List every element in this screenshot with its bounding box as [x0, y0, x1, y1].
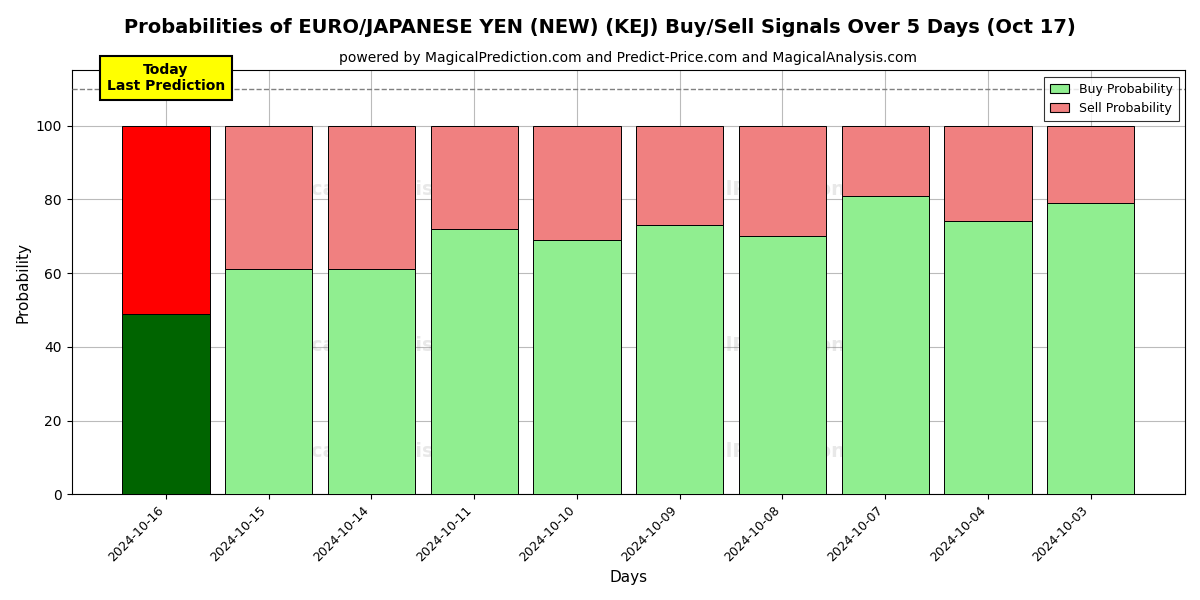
- Bar: [328, 269, 415, 494]
- Bar: [841, 125, 929, 196]
- Legend: Buy Probability, Sell Probability: Buy Probability, Sell Probability: [1044, 77, 1178, 121]
- Bar: [1048, 203, 1134, 494]
- Bar: [226, 125, 312, 269]
- Bar: [1048, 125, 1134, 203]
- Bar: [226, 269, 312, 494]
- X-axis label: Days: Days: [610, 570, 647, 585]
- Bar: [533, 240, 620, 494]
- Bar: [122, 314, 210, 494]
- Bar: [328, 125, 415, 269]
- Bar: [944, 125, 1032, 221]
- Bar: [122, 125, 210, 314]
- Text: MagicalPrediction.com: MagicalPrediction.com: [648, 442, 898, 461]
- Bar: [533, 125, 620, 240]
- Text: Probabilities of EURO/JAPANESE YEN (NEW) (KEJ) Buy/Sell Signals Over 5 Days (Oct: Probabilities of EURO/JAPANESE YEN (NEW)…: [124, 18, 1076, 37]
- Bar: [944, 221, 1032, 494]
- Text: MagicalAnalysis.com: MagicalAnalysis.com: [258, 337, 486, 355]
- Text: MagicalAnalysis.com: MagicalAnalysis.com: [258, 442, 486, 461]
- Text: MagicalAnalysis.com: MagicalAnalysis.com: [258, 179, 486, 199]
- Bar: [841, 196, 929, 494]
- Bar: [739, 125, 826, 236]
- Title: powered by MagicalPrediction.com and Predict-Price.com and MagicalAnalysis.com: powered by MagicalPrediction.com and Pre…: [340, 51, 917, 65]
- Text: MagicalPrediction.com: MagicalPrediction.com: [648, 337, 898, 355]
- Text: MagicalPrediction.com: MagicalPrediction.com: [648, 179, 898, 199]
- Bar: [431, 125, 518, 229]
- Bar: [636, 225, 724, 494]
- Bar: [739, 236, 826, 494]
- Bar: [431, 229, 518, 494]
- Bar: [636, 125, 724, 225]
- Text: Today
Last Prediction: Today Last Prediction: [107, 62, 226, 93]
- Y-axis label: Probability: Probability: [16, 242, 30, 323]
